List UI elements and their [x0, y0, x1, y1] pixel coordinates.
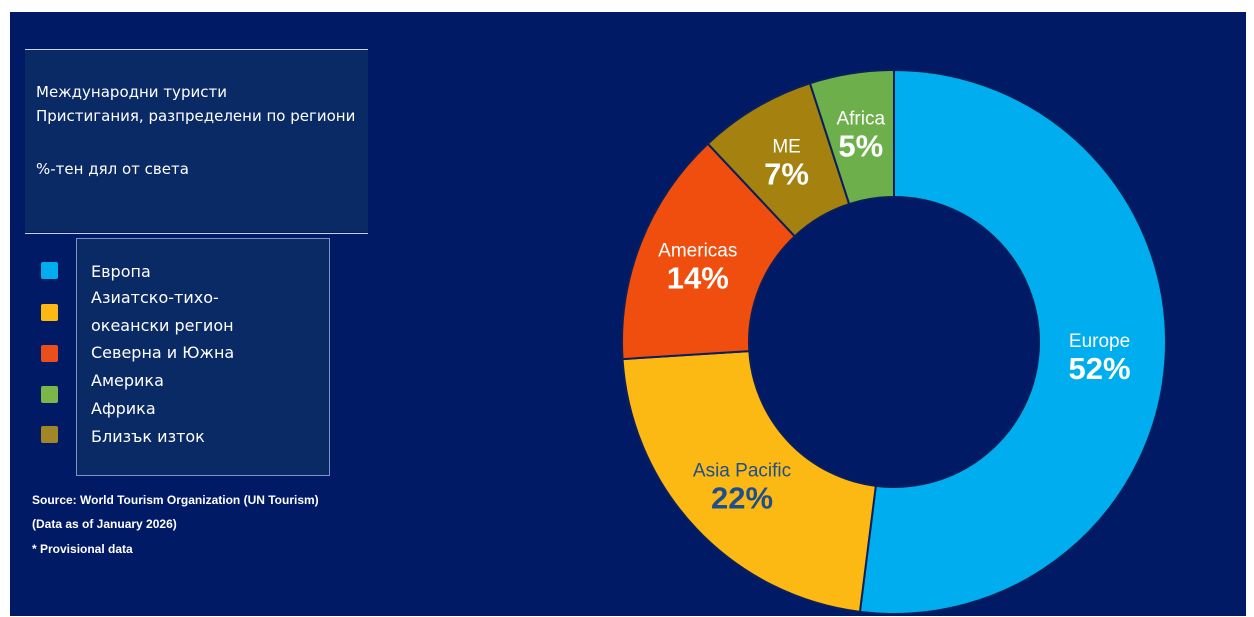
- legend-line-6: Африка: [91, 399, 156, 418]
- title-line-1: Международни туристи: [36, 83, 227, 101]
- legend-line-5: Америка: [91, 371, 164, 390]
- donut-hole: [750, 198, 1038, 486]
- source-line-1: Source: World Tourism Organization (UN T…: [32, 493, 319, 507]
- slice-category-label: Asia Pacific: [693, 461, 791, 482]
- title-panel: Международни туристи Пристигания, разпре…: [25, 50, 368, 232]
- title-top-rule: [25, 49, 368, 50]
- slice-category-label: Americas: [658, 240, 737, 261]
- donut-slices: [621, 68, 1167, 615]
- title-bottom-rule: [25, 233, 368, 234]
- legend-line-7: Близък изток: [91, 427, 205, 446]
- legend-line-1: Европа: [91, 262, 151, 281]
- legend-line-3: океански регион: [91, 316, 234, 335]
- legend-box: Европа Азиатско-тихо- океански регион Се…: [76, 238, 330, 476]
- slice-value-label: 5%: [838, 128, 883, 163]
- legend-swatch-middle-east: [41, 426, 58, 443]
- source-line-2: (Data as of January 2026): [32, 517, 177, 531]
- slice-category-label: ME: [772, 136, 801, 157]
- legend-swatch-africa: [41, 386, 58, 403]
- legend-swatch-europe: [41, 262, 58, 279]
- title-line-2: Пристигания, разпределени по региони: [36, 107, 356, 125]
- slice-category-label: Africa: [836, 108, 885, 129]
- donut-slice-europe: [858, 68, 1167, 615]
- infographic-canvas: Международни туристи Пристигания, разпре…: [10, 12, 1246, 616]
- donut-slice-asia-pacific: [621, 350, 877, 613]
- slice-value-label: 52%: [1069, 351, 1131, 386]
- legend-swatch-americas: [41, 345, 58, 362]
- slice-value-label: 14%: [667, 260, 729, 295]
- slice-value-label: 22%: [711, 481, 773, 516]
- legend-line-2: Азиатско-тихо-: [91, 288, 219, 307]
- donut-slice-americas: [621, 142, 797, 361]
- donut-slice-africa: [808, 68, 895, 206]
- source-line-3: * Provisional data: [32, 542, 133, 556]
- slice-category-label: Europe: [1069, 331, 1130, 352]
- title-line-3: %-тен дял от света: [36, 160, 189, 178]
- slice-value-label: 7%: [764, 156, 809, 191]
- legend-line-4: Северна и Южна: [91, 343, 235, 362]
- legend-swatch-asia-pacific: [41, 304, 58, 321]
